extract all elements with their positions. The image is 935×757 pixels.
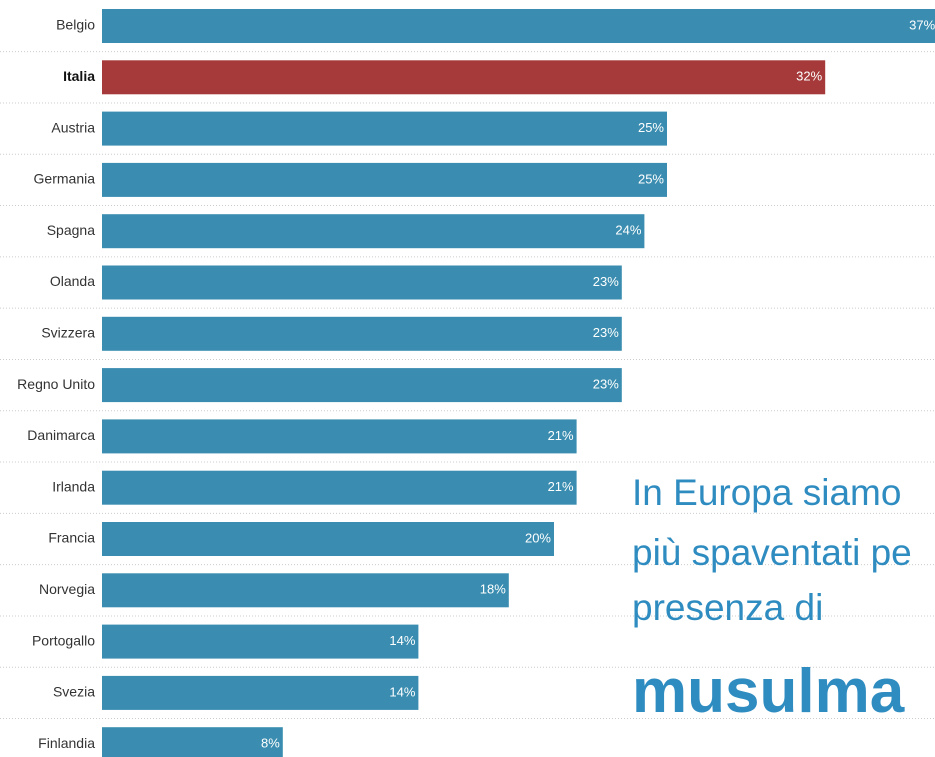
category-label: Olanda [50,273,95,289]
bar [102,162,667,197]
bar [102,522,554,556]
bar [102,265,622,300]
annotation: più spaventati pe [632,532,912,573]
annotation: presenza di [632,587,823,628]
value-label: 21% [548,428,574,443]
value-label: 25% [638,120,664,135]
bar [102,60,826,95]
value-label: 20% [525,530,551,545]
category-label: Svezia [53,684,95,700]
category-label: Finlandia [38,735,95,751]
bar [102,9,935,43]
value-label: 14% [389,684,415,699]
category-label: Italia [63,68,95,84]
category-label: Regno Unito [17,376,95,392]
value-label: 25% [638,171,664,186]
category-label: Danimarca [27,427,95,443]
annotation: musulma [632,657,905,726]
bar [102,573,509,608]
value-label: 37% [909,17,935,32]
bar [102,111,667,146]
category-label: Norvegia [39,581,95,597]
value-label: 23% [593,274,619,289]
annotation: In Europa siamo [632,472,901,513]
value-label: 21% [548,479,574,494]
value-label: 32% [796,69,822,84]
category-label: Francia [48,530,95,546]
value-label: 23% [593,325,619,340]
category-label: Irlanda [52,478,95,494]
bar [102,675,419,710]
category-label: Spagna [47,222,95,238]
category-label: Austria [51,119,95,135]
bar [102,368,622,403]
value-label: 23% [593,377,619,392]
value-label: 14% [389,633,415,648]
bar [102,624,419,659]
bar [102,214,645,249]
bar [102,727,283,757]
category-label: Svizzera [41,325,95,341]
bar [102,316,622,351]
category-label: Germania [34,171,96,187]
value-label: 24% [615,223,641,238]
value-label: 18% [480,582,506,597]
bar [102,470,577,505]
value-label: 8% [261,736,280,751]
category-label: Portogallo [32,632,95,648]
bar [102,419,577,454]
category-label: Belgio [56,17,95,33]
